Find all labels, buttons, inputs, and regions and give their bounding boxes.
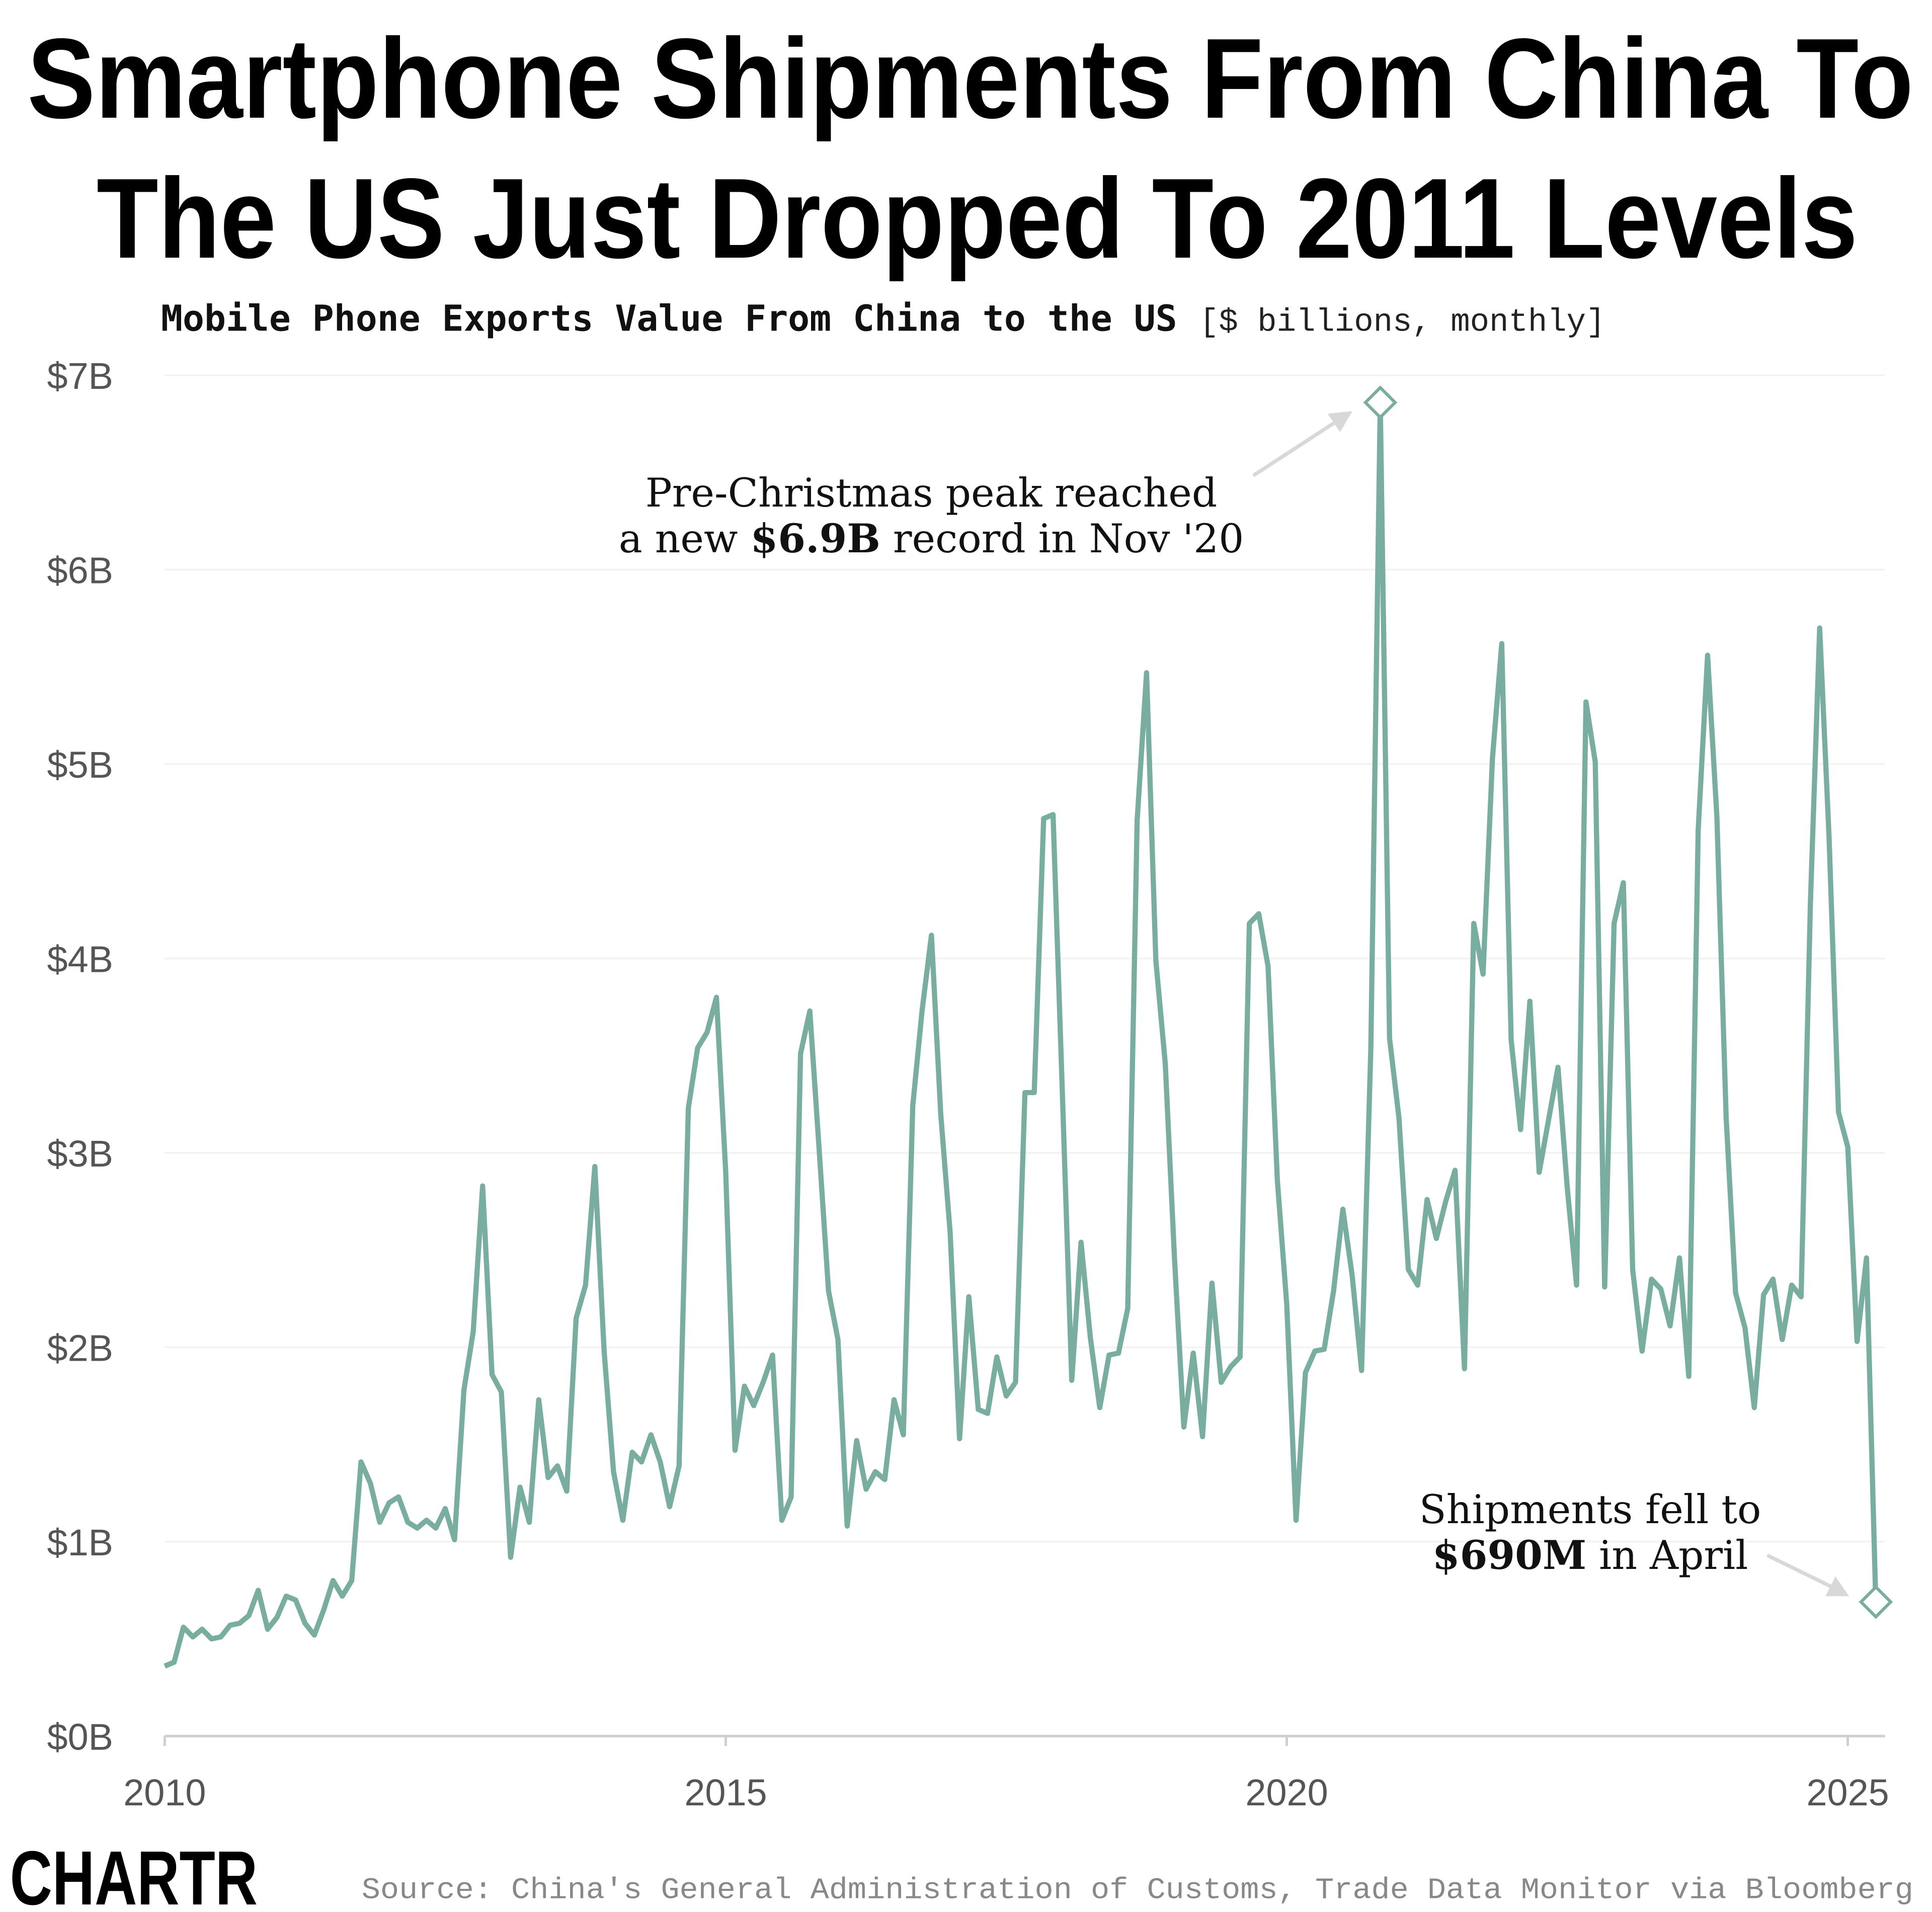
x-tick-label: 2020 bbox=[1245, 1772, 1328, 1813]
source-note: Source: China's General Administration o… bbox=[362, 1874, 1913, 1907]
series-line bbox=[164, 400, 1879, 1669]
y-tick-label: $2B bbox=[47, 1327, 113, 1369]
arrowhead-icon bbox=[1825, 1576, 1849, 1597]
x-tick-label: 2010 bbox=[123, 1772, 206, 1813]
annotation-peak-line1: Pre-Christmas peak reached bbox=[646, 470, 1218, 516]
end-marker bbox=[1859, 1585, 1893, 1619]
x-tick-label: 2015 bbox=[684, 1772, 767, 1813]
title-line-2: The US Just Dropped To 2011 Levels bbox=[97, 154, 1858, 282]
annotation-peak-line2: a new $6.9B record in Nov '20 bbox=[619, 515, 1244, 562]
y-axis: $0B $1B $2B $3B $4B $5B $6B $7B bbox=[47, 355, 113, 1758]
subtitle: Mobile Phone Exports Value From China to… bbox=[161, 297, 1605, 341]
y-tick-label: $5B bbox=[47, 744, 113, 786]
annotation-arrow bbox=[1252, 421, 1336, 477]
annotation-april-line1: Shipments fell to bbox=[1419, 1486, 1761, 1533]
title-line-1: Smartphone Shipments From China To bbox=[27, 15, 1913, 142]
annotation-april-line2: $690M in April bbox=[1432, 1532, 1748, 1578]
peak-marker bbox=[1363, 385, 1398, 420]
y-tick-label: $6B bbox=[47, 550, 113, 592]
y-tick-label: $0B bbox=[47, 1716, 113, 1758]
x-tick-label: 2025 bbox=[1806, 1772, 1889, 1813]
subtitle-unit: [$ billions, monthly] bbox=[1199, 304, 1605, 341]
x-axis: 2010 2015 2020 2025 bbox=[123, 1734, 1889, 1813]
subtitle-bold: Mobile Phone Exports Value From China to… bbox=[161, 297, 1177, 339]
annotation-arrow bbox=[1766, 1553, 1831, 1588]
y-tick-label: $3B bbox=[47, 1133, 113, 1175]
y-tick-label: $4B bbox=[47, 938, 113, 980]
y-tick-label: $7B bbox=[47, 355, 113, 397]
annotation-april: Shipments fell to $690M in April bbox=[1419, 1486, 1893, 1619]
chartr-logo: CHARTR bbox=[10, 1836, 258, 1912]
y-tick-label: $1B bbox=[47, 1522, 113, 1563]
annotation-peak: Pre-Christmas peak reached a new $6.9B r… bbox=[619, 385, 1398, 562]
arrowhead-icon bbox=[1327, 411, 1352, 433]
